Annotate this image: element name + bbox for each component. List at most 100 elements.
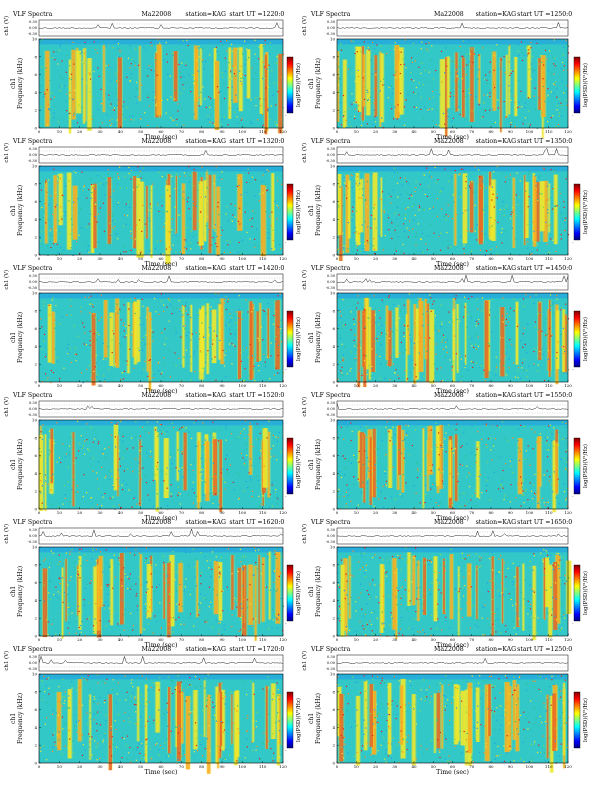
speckle [129,206,131,209]
speckle [426,350,428,352]
speckle [352,214,354,216]
speckle [136,186,138,188]
speckle [558,115,560,117]
speckle [183,124,185,126]
speckle [66,54,69,57]
speckle [169,594,171,596]
speckle [196,198,198,200]
speckle [54,319,56,321]
speckle [563,437,565,439]
speckle [499,337,502,339]
speckle [436,109,438,111]
speckle [40,240,42,242]
speckle [276,627,278,629]
speckle [412,354,414,356]
burst-mark [433,556,438,622]
speckle [80,227,82,229]
burst-mark [364,173,370,252]
speckle [344,324,347,326]
speckle [366,482,369,484]
speckle [224,298,226,300]
burst-mark [109,312,114,366]
speckle [111,123,113,125]
speckle [399,352,401,355]
speckle [542,497,544,500]
speckle [168,422,170,424]
speckle [459,114,461,116]
speckle [254,212,256,214]
speckle [471,337,473,339]
speckle [433,300,435,302]
spectrogram-background [337,39,568,128]
speckle [81,61,84,63]
speckle [258,365,260,367]
speckle [357,185,359,187]
speckle [407,325,409,327]
y-axis-prefix: ch1 [10,332,17,343]
speckle [91,184,93,186]
speckle [491,225,493,227]
burst-halo [364,297,370,370]
speckle [337,84,339,86]
speckle [108,607,110,609]
speckle [546,440,548,442]
burst-mark [418,301,424,373]
speckle [488,343,490,345]
burst-mark [388,429,392,488]
burst-mark [182,306,185,368]
speckle [146,581,148,583]
panel-start-ut: start UT =1320:0 [229,138,284,145]
speckle [420,238,422,240]
speckle [512,471,514,473]
panel-station: station=KAG [185,265,226,272]
speckle [67,347,69,350]
speckle [180,560,182,562]
speckle [557,341,559,343]
speckle [274,491,276,493]
speckle [109,566,111,568]
speckle [474,461,477,463]
burst-mark [395,307,399,358]
speckle [355,46,357,48]
speckle [477,78,479,80]
speckle [475,334,478,336]
speckle [263,620,265,623]
speckle [210,311,212,313]
speckle [144,603,147,605]
speckle [176,118,178,120]
speckle [146,580,148,582]
speckle [131,58,133,60]
speckle [101,103,103,105]
speckle [553,471,555,473]
speckle [81,611,83,613]
speckle [413,342,415,345]
speckle [279,571,281,573]
speckle [494,438,497,440]
speckle [556,295,558,297]
burst-mark [562,309,565,372]
x-tick-label: 110 [259,510,267,515]
speckle [145,334,147,336]
speckle [377,340,379,342]
speckle [338,206,340,208]
speckle [430,498,432,500]
speckle [204,481,206,483]
speckle [144,223,146,225]
speckle [226,468,228,471]
speckle [496,197,498,199]
speckle [196,585,198,587]
burst-mark [556,442,558,495]
speckle [384,455,386,457]
speckle [510,484,512,486]
speckle [528,52,530,54]
colorbar-label: log(PSD)(V²/Hz) [582,190,589,234]
speckle [393,167,395,169]
y-tick-label: 4 [34,598,37,603]
speckle [127,215,129,217]
speckle [534,492,536,494]
speckle [454,189,456,191]
speckle [257,479,259,481]
speckle [563,170,565,172]
speckle [488,345,490,347]
burst-mark [544,557,549,608]
